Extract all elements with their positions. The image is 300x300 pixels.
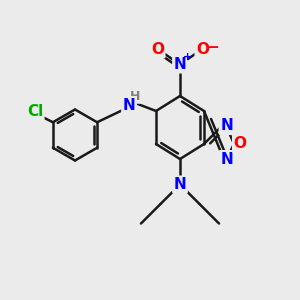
Text: O: O (233, 136, 247, 152)
Text: N: N (174, 57, 186, 72)
Text: O: O (196, 42, 209, 57)
Text: N: N (174, 177, 186, 192)
Text: N: N (220, 152, 233, 166)
Text: N: N (220, 118, 233, 134)
Text: N: N (123, 98, 135, 112)
Text: +: + (183, 52, 192, 62)
Text: O: O (151, 42, 164, 57)
Text: H: H (130, 89, 140, 103)
Text: Cl: Cl (27, 104, 43, 119)
Text: −: − (207, 40, 219, 56)
